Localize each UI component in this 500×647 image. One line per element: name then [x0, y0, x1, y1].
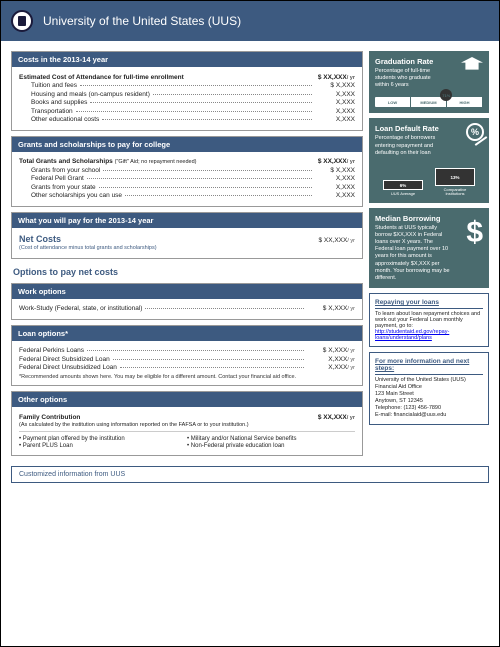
costs-total-label: Estimated Cost of Attendance for full-ti…	[19, 74, 184, 81]
graduation-rate-tile: Graduation Rate Percentage of full-time …	[369, 51, 489, 113]
dollar-icon: $	[466, 216, 483, 250]
line-item-value: X,XXX	[315, 91, 355, 98]
line-item-value: $ X,XXX	[315, 167, 355, 174]
line-item-value: X,XXX	[315, 99, 355, 106]
line-item-label: Books and supplies	[31, 99, 87, 106]
costs-card: Costs in the 2013-14 year Estimated Cost…	[11, 51, 363, 131]
grants-heading: Grants and scholarships to pay for colle…	[12, 137, 362, 152]
header: University of the United States (UUS)	[1, 1, 499, 41]
work-card: Work options Work-Study (Federal, state,…	[11, 283, 363, 320]
family-contrib-value: $ XX,XXX	[307, 414, 347, 421]
grants-card: Grants and scholarships to pay for colle…	[11, 136, 363, 207]
line-item-value: $ X,XXX	[307, 347, 347, 354]
line-item-value: X,XXX	[307, 364, 347, 371]
repaying-loans-box: Repaying your loans To learn about loan …	[369, 293, 489, 347]
line-item-value: X,XXX	[315, 175, 355, 182]
line-item-label: Federal Pell Grant	[31, 175, 84, 182]
line-item-label: Grants from your state	[31, 184, 96, 191]
line-item-label: Federal Direct Subsidized Loan	[19, 356, 110, 363]
line-item-value: X,XXX	[315, 116, 355, 123]
line-item-value: $ X,XXX	[307, 305, 347, 312]
grants-total-label: Total Grants and Scholarships	[19, 158, 113, 165]
line-item-label: Grants from your school	[31, 167, 100, 174]
grad-rate-gauge: LOWMEDIUMHIGH 71%	[375, 97, 483, 107]
line-item-label: Work-Study (Federal, state, or instituti…	[19, 305, 142, 312]
default-rate-chart: 6%UUS Average 13%Comparative Institution…	[375, 163, 483, 197]
loan-default-tile: % Loan Default Rate Percentage of borrow…	[369, 118, 489, 202]
other-card: Other options Family Contribution(As cal…	[11, 391, 363, 456]
footer-custom-info: Customized information from UUS	[11, 466, 489, 483]
options-title: Options to pay net costs	[13, 267, 363, 277]
line-item-value: X,XXX	[315, 192, 355, 199]
line-item-label: Housing and meals (on-campus resident)	[31, 91, 150, 98]
line-item-label: Federal Direct Unsubsidized Loan	[19, 364, 117, 371]
line-item-label: Other educational costs	[31, 116, 99, 123]
net-heading: What you will pay for the 2013-14 year	[12, 213, 362, 228]
grants-total-value: $ XX,XXX	[307, 158, 347, 165]
line-item-value: $ X,XXX	[315, 82, 355, 89]
net-cost-value: $ XX,XXX	[307, 237, 347, 244]
net-cost-label: Net Costs	[19, 234, 61, 244]
family-contrib-label: Family Contribution	[19, 414, 80, 421]
costs-heading: Costs in the 2013-14 year	[12, 52, 362, 67]
line-item-label: Tuition and fees	[31, 82, 77, 89]
page-title: University of the United States (UUS)	[43, 14, 241, 28]
university-seal-icon	[11, 10, 33, 32]
costs-total-value: $ XX,XXX	[307, 74, 347, 81]
line-item-value: X,XXX	[315, 108, 355, 115]
loan-note: *Recommended amounts shown here. You may…	[19, 374, 355, 380]
more-info-box: For more information and next steps: Uni…	[369, 352, 489, 425]
repay-link[interactable]: http://studentaid.ed.gov/repay-loans/und…	[375, 329, 449, 341]
line-item-label: Other scholarships you can use	[31, 192, 122, 199]
line-item-label: Transportation	[31, 108, 73, 115]
line-item-label: Federal Perkins Loans	[19, 347, 84, 354]
line-item-value: X,XXX	[315, 184, 355, 191]
median-borrowing-tile: $ Median Borrowing Students at UUS typic…	[369, 208, 489, 288]
percent-icon: %	[466, 123, 484, 141]
net-cost-card: What you will pay for the 2013-14 year N…	[11, 212, 363, 259]
loan-card: Loan options* Federal Perkins Loans$ X,X…	[11, 325, 363, 387]
line-item-value: X,XXX	[307, 356, 347, 363]
